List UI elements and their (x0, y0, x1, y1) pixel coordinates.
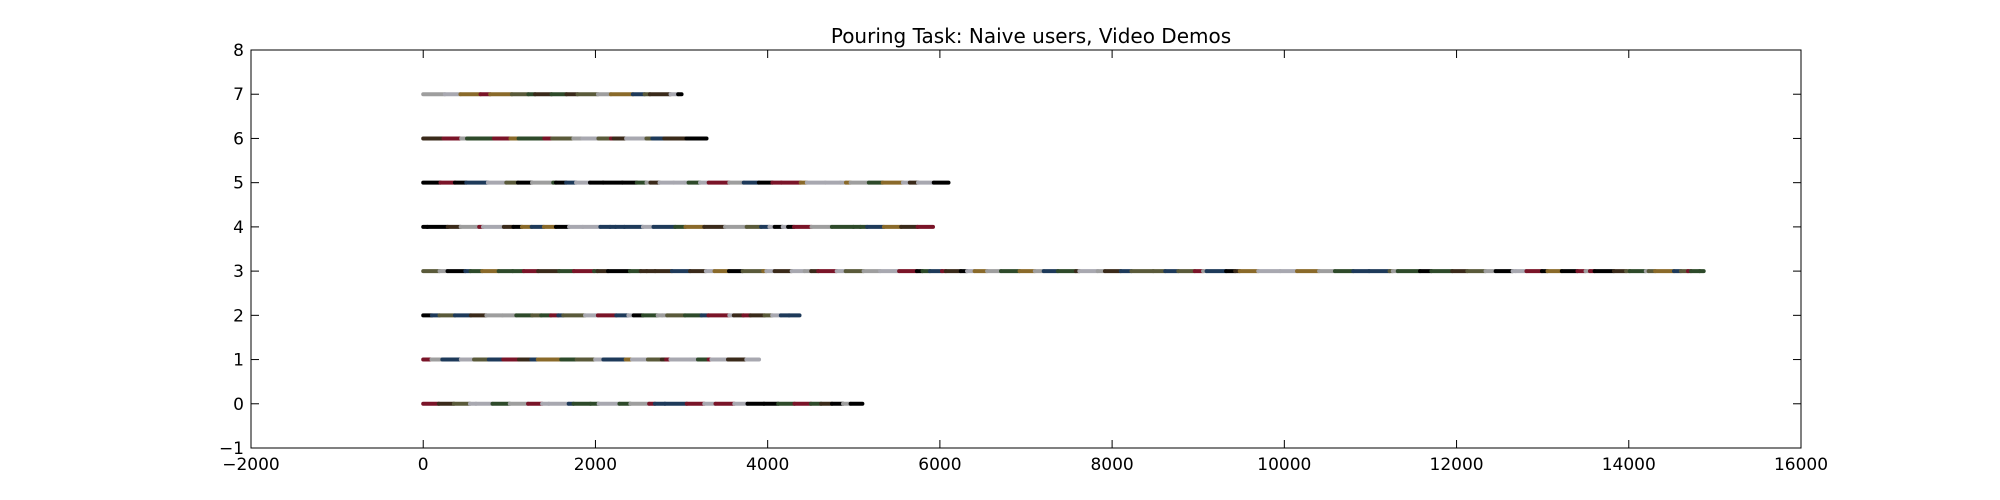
x-tick-label: 16000 (1774, 455, 1828, 475)
x-tick-label: 10000 (1257, 455, 1311, 475)
x-tick-label: −2000 (222, 455, 280, 475)
x-tick-label: 2000 (574, 455, 617, 475)
y-tick-label: 7 (233, 85, 244, 105)
x-tick-label: 0 (418, 455, 429, 475)
y-tick-label: 6 (233, 129, 244, 149)
y-tick-label: 8 (233, 41, 244, 61)
y-tick-label: 1 (233, 351, 244, 371)
x-tick-label: 12000 (1430, 455, 1484, 475)
plot-frame (250, 49, 1802, 449)
ticks-layer: −2000 0 2000 4000 6000 8000 10000 12000 14000 160… (219, 41, 1828, 475)
series-layer (421, 92, 1706, 406)
x-tick-label: 4000 (746, 455, 789, 475)
x-tick-label: 14000 (1602, 455, 1656, 475)
y-tick-label: 0 (233, 395, 244, 415)
x-tick-label: 6000 (918, 455, 961, 475)
y-tick-label: −1 (219, 439, 244, 459)
y-tick-label: 2 (233, 306, 244, 326)
y-tick-label: 5 (233, 174, 244, 194)
y-tick-label: 3 (233, 262, 244, 282)
chart-title: Pouring Task: Naive users, Video Demos (831, 24, 1231, 48)
y-tick-label: 4 (233, 218, 244, 238)
x-tick-label: 8000 (1090, 455, 1133, 475)
